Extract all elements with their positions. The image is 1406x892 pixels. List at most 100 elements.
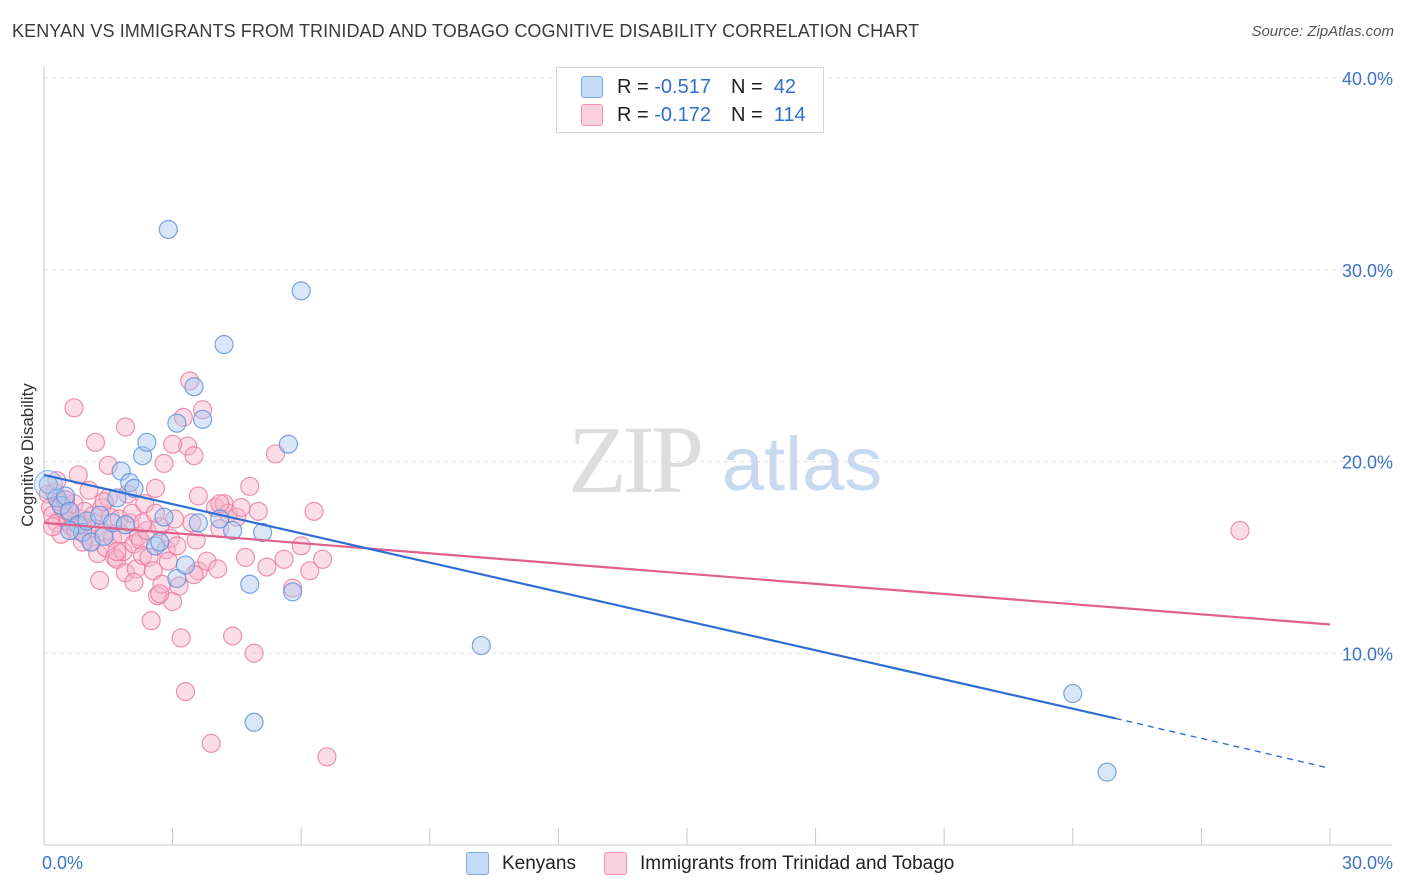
- data-point: [193, 409, 213, 429]
- data-point: [253, 522, 273, 543]
- series-legend: Kenyans Immigrants from Trinidad and Tob…: [0, 852, 1406, 878]
- data-point: [291, 281, 311, 301]
- data-point: [145, 478, 166, 498]
- tick-labels: 10.0% 20.0% 30.0% 40.0% 0.0% 30.0%: [42, 69, 1393, 873]
- n-value: 114: [773, 103, 806, 126]
- data-point: [156, 540, 176, 560]
- n-label: N =: [730, 75, 763, 98]
- data-point: [150, 584, 170, 604]
- watermark: ZIP atlas: [568, 406, 882, 513]
- data-point: [304, 501, 324, 521]
- data-point: [115, 417, 136, 437]
- trendline-kenyans: [43, 473, 1116, 720]
- legend-item-kenyans: Kenyans: [466, 852, 576, 875]
- legend-row-kenyans: R = -0.517 N = 42: [581, 75, 796, 99]
- data-point: [317, 747, 337, 767]
- data-point: [115, 515, 136, 535]
- watermark-zip: ZIP: [568, 406, 701, 513]
- data-point: [231, 497, 251, 518]
- watermark-atlas: atlas: [722, 422, 883, 507]
- data-point: [178, 436, 198, 456]
- trinidad-swatch: [581, 104, 603, 126]
- y-tick-label: 30.0%: [1342, 261, 1393, 281]
- kenyans-legend-swatch: [466, 852, 489, 875]
- series-kenyans-points: [33, 219, 1117, 782]
- data-point: [124, 478, 144, 498]
- data-point: [137, 432, 157, 452]
- data-point: [240, 574, 260, 594]
- data-point: [235, 547, 256, 567]
- source-label: Source: ZipAtlas.com: [1251, 23, 1394, 40]
- data-point: [167, 536, 187, 556]
- data-point: [132, 513, 153, 533]
- data-point: [124, 572, 144, 592]
- data-point: [1097, 762, 1117, 782]
- data-point: [300, 561, 320, 581]
- data-point: [167, 568, 187, 589]
- data-point: [278, 434, 298, 454]
- data-point: [60, 501, 80, 521]
- trinidad-legend-swatch: [604, 852, 627, 875]
- y-axis-label: Cognitive Disability: [18, 383, 37, 527]
- data-point: [1230, 520, 1250, 541]
- data-point: [313, 549, 333, 569]
- data-point: [42, 517, 63, 537]
- data-point: [107, 542, 127, 562]
- data-point: [33, 470, 63, 500]
- data-point: [210, 494, 230, 514]
- legend-item-trinidad: Immigrants from Trinidad and Tobago: [604, 852, 954, 875]
- data-point: [169, 576, 189, 596]
- y-tick-label: 20.0%: [1342, 453, 1393, 473]
- data-point: [85, 432, 106, 452]
- data-point: [163, 434, 183, 454]
- data-point: [184, 446, 204, 466]
- data-point: [208, 559, 228, 579]
- data-point: [175, 555, 196, 575]
- axes: [43, 66, 1392, 846]
- data-point: [167, 413, 187, 433]
- data-point: [141, 611, 161, 631]
- data-point: [223, 626, 243, 646]
- data-point: [143, 561, 163, 581]
- r-label: R =: [617, 103, 649, 126]
- n-value: 42: [773, 75, 797, 98]
- stats-legend: R = -0.517 N = 42 R = -0.172 N = 114: [556, 67, 824, 133]
- data-point: [244, 643, 264, 663]
- y-tick-label: 10.0%: [1342, 644, 1393, 664]
- data-point: [68, 465, 88, 485]
- trendline-kenyans-extension: [1115, 717, 1331, 769]
- data-point: [471, 635, 491, 656]
- r-label: R =: [617, 75, 649, 98]
- data-point: [244, 712, 264, 732]
- data-point: [274, 549, 294, 569]
- y-tick-label: 40.0%: [1342, 69, 1393, 89]
- data-point: [122, 503, 142, 523]
- data-point: [291, 536, 311, 556]
- data-point: [223, 520, 243, 541]
- data-point: [171, 628, 191, 648]
- data-point: [188, 513, 208, 533]
- legend-label-kenyans: Kenyans: [502, 852, 576, 874]
- grid-lines: [44, 77, 1392, 654]
- data-point: [257, 557, 277, 577]
- trendline-trinidad: [43, 521, 1331, 626]
- legend-label-trinidad: Immigrants from Trinidad and Tobago: [640, 852, 955, 874]
- data-point: [184, 377, 204, 397]
- trend-lines: [43, 473, 1331, 769]
- data-point: [150, 532, 170, 552]
- data-point: [201, 733, 221, 753]
- legend-row-trinidad: R = -0.172 N = 114: [581, 103, 806, 127]
- n-label: N =: [730, 103, 763, 126]
- r-value: -0.517: [654, 75, 711, 98]
- data-point: [107, 549, 127, 569]
- data-point: [158, 219, 178, 240]
- data-point: [214, 334, 234, 355]
- data-point: [197, 551, 217, 571]
- data-point: [265, 444, 286, 464]
- data-point: [64, 398, 84, 418]
- r-value: -0.172: [654, 103, 711, 126]
- data-point: [113, 542, 133, 562]
- data-point: [90, 570, 110, 590]
- kenyans-swatch: [581, 76, 603, 98]
